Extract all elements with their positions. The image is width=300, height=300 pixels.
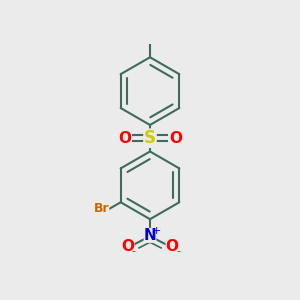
Text: S: S: [144, 129, 156, 147]
Text: -: -: [176, 246, 180, 256]
Text: N: N: [144, 228, 156, 243]
Text: O: O: [122, 239, 134, 254]
Text: O: O: [166, 239, 178, 254]
Text: -: -: [132, 246, 136, 256]
Text: +: +: [152, 226, 161, 236]
Text: O: O: [118, 131, 131, 146]
Text: O: O: [169, 131, 182, 146]
Text: Br: Br: [94, 202, 109, 215]
